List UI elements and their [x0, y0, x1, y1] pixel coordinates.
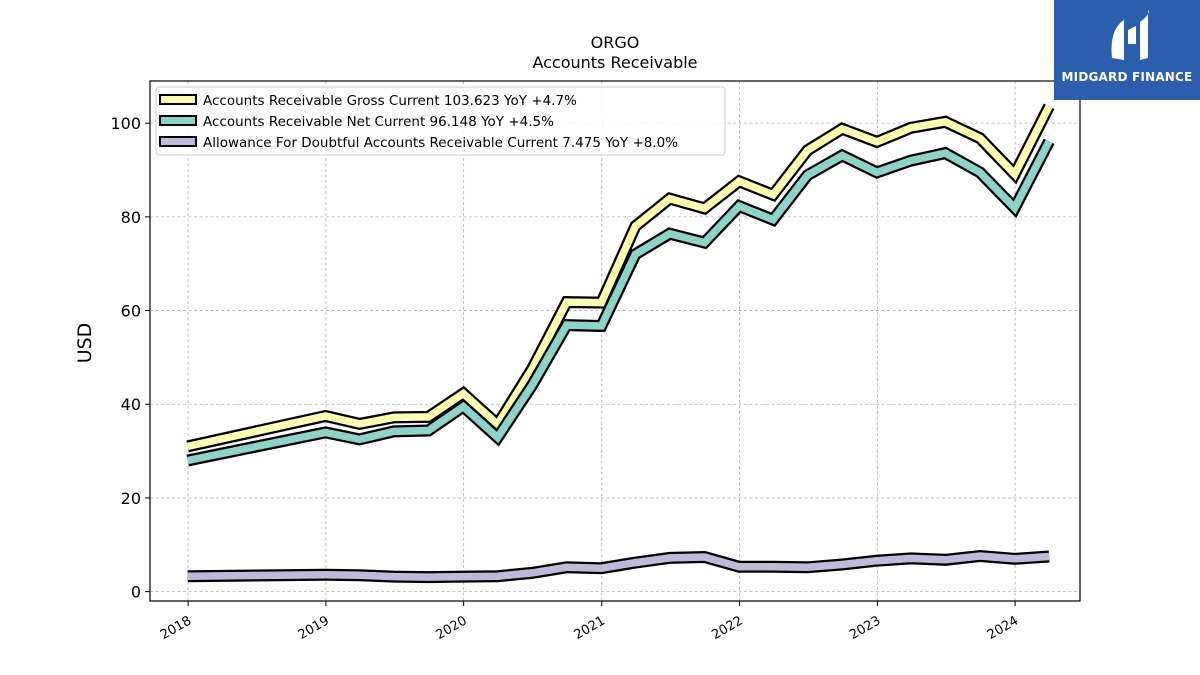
y-tick-label: 60	[121, 302, 141, 321]
y-tick-label: 0	[131, 583, 141, 602]
chart-subtitle: Accounts Receivable	[532, 53, 697, 72]
y-axis: 0 20 40 60 80 100	[110, 114, 150, 602]
logo-text: MIDGARD FINANCE	[1061, 70, 1193, 84]
midgard-finance-logo: MIDGARD FINANCE	[1054, 0, 1200, 100]
series-line	[186, 139, 1053, 465]
legend-swatch	[159, 94, 197, 105]
x-axis: 2018 2019 2020 2021 2022 2023 2024	[158, 601, 1021, 643]
legend: Accounts Receivable Gross Current 103.62…	[155, 86, 726, 156]
legend-swatch	[159, 115, 197, 126]
legend-entry: Accounts Receivable Gross Current 103.62…	[203, 93, 577, 109]
legend-box	[155, 86, 726, 156]
y-tick-label: 80	[121, 208, 141, 227]
y-tick-label: 40	[121, 395, 141, 414]
chart-title: ORGO	[591, 33, 640, 52]
legend-swatch	[159, 136, 197, 147]
midgard-logo-icon	[1111, 10, 1149, 60]
x-tick-label: 2021	[572, 613, 608, 643]
plot-frame	[149, 80, 1081, 602]
x-tick-label: 2018	[158, 613, 194, 643]
series-line	[186, 104, 1053, 451]
series-3	[187, 549, 1050, 584]
y-tick-label: 20	[121, 489, 141, 508]
legend-entry: Accounts Receivable Net Current 96.148 Y…	[203, 114, 554, 130]
series-line	[187, 552, 1050, 581]
x-tick-label: 2020	[433, 613, 469, 643]
x-tick-label: 2022	[709, 613, 745, 643]
series-1	[186, 103, 1055, 453]
x-tick-label: 2024	[985, 613, 1021, 643]
y-tick-label: 100	[110, 114, 141, 133]
series-layer	[186, 103, 1055, 584]
series-2	[186, 138, 1055, 467]
x-tick-label: 2019	[296, 613, 332, 643]
legend-entry: Allowance For Doubtful Accounts Receivab…	[203, 135, 678, 151]
y-axis-label: USD	[74, 323, 96, 364]
x-tick-label: 2023	[847, 613, 883, 643]
